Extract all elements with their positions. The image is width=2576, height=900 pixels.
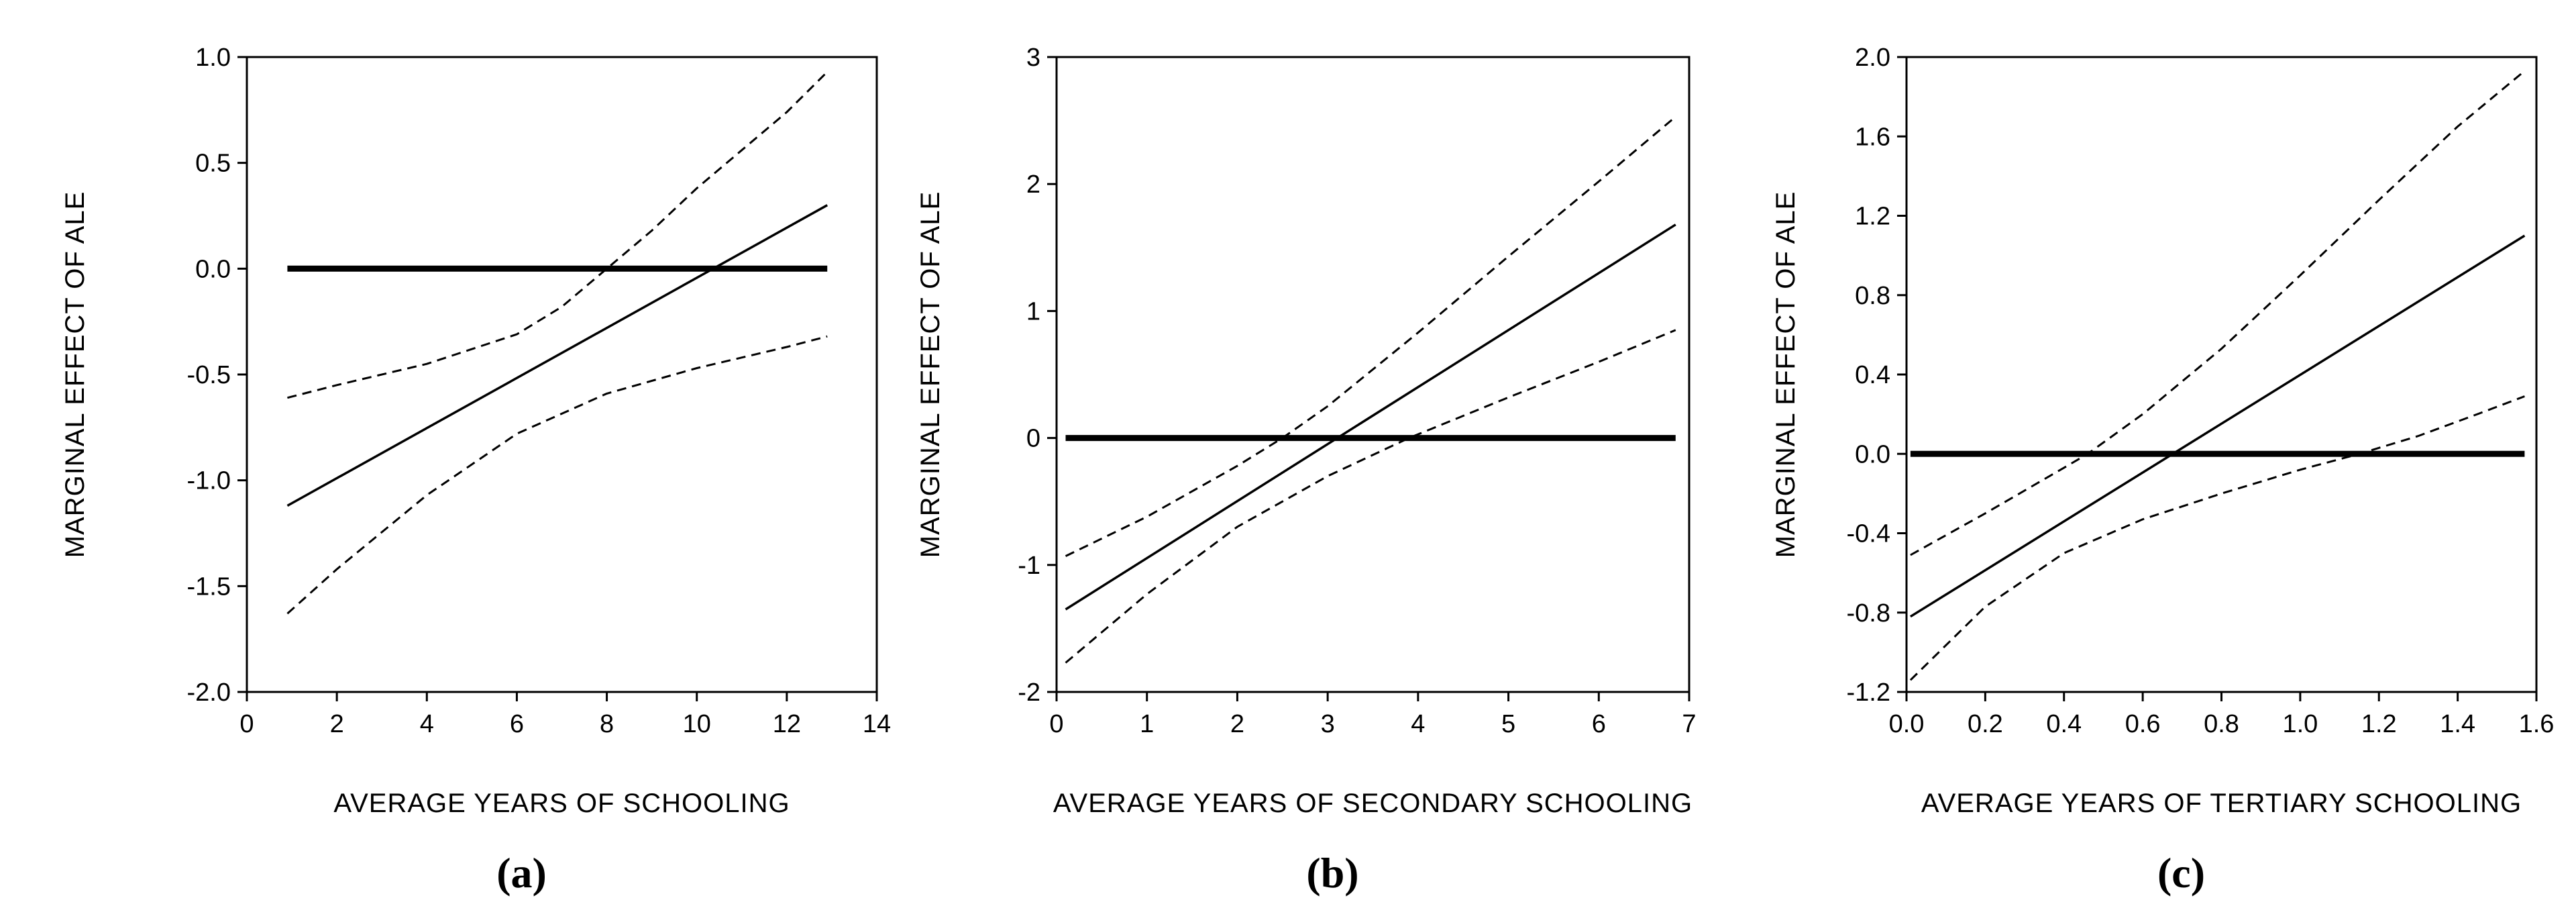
y-tick-label: -1.5 (187, 572, 231, 601)
series-lower-bound-line (1065, 329, 1676, 664)
x-tick-label: 1.4 (2440, 710, 2475, 738)
x-tick-label: 12 (773, 710, 801, 738)
y-tick-label: 0.8 (1855, 282, 1890, 310)
y-tick-label: 0.4 (1855, 361, 1890, 389)
x-tick-label: 14 (863, 710, 891, 738)
x-tick-label: 3 (1321, 710, 1335, 738)
series-lower-bound-line (1909, 395, 2525, 681)
y-tick-label: -1 (1018, 552, 1040, 580)
y-tick-label: -0.5 (187, 361, 231, 389)
series-upper-bound-line (1910, 70, 2526, 556)
panel-a: 0 2 4 6 8 10 12 14 1.0 0.5 0.0 -0.5 -1.0 -1.5 -2.0 MARG… (60, 44, 891, 897)
panel-label: (c) (2157, 849, 2205, 897)
y-tick-label: -1.2 (1847, 679, 1890, 707)
series-marginal-effect-line (1909, 234, 2526, 618)
series-upper-bound-line (1065, 115, 1676, 557)
x-tick-label: 0.0 (1889, 710, 1925, 738)
x-axis-title: AVERAGE YEARS OF TERTIARY SCHOOLING (1921, 789, 2522, 818)
panel-c: 0.0 0.2 0.4 0.6 0.8 1.0 1.2 1.4 1.6 2.0 1.6 1.2 0.8 0… (1771, 44, 2554, 897)
x-tick-label: 4 (420, 710, 434, 738)
y-tick-label: 0 (1026, 425, 1040, 453)
y-tick-label: 1.2 (1855, 203, 1890, 231)
y-tick-label: -2 (1018, 679, 1040, 707)
y-tick-label: 0.0 (195, 255, 231, 283)
panel-label: (b) (1306, 849, 1358, 897)
panel-label: (a) (496, 849, 547, 897)
y-tick-label: 2.0 (1855, 44, 1890, 72)
x-tick-label: 6 (1592, 710, 1606, 738)
plot-frame (1055, 56, 1690, 693)
y-axis-title: MARGINAL EFFECT OF ALE (1771, 191, 1801, 558)
y-axis-title: MARGINAL EFFECT OF ALE (916, 191, 945, 558)
plot-frame (1905, 56, 2538, 693)
y-tick-label: 1.6 (1855, 123, 1890, 151)
y-tick-label: 2 (1026, 170, 1040, 199)
x-tick-label: 1.6 (2519, 710, 2555, 738)
x-axis-title: AVERAGE YEARS OF SECONDARY SCHOOLING (1053, 789, 1693, 818)
y-tick-label: 3 (1026, 44, 1040, 72)
y-tick-label: 0.0 (1855, 440, 1890, 468)
series-upper-bound-line (287, 71, 828, 399)
x-tick-label: 6 (510, 710, 524, 738)
x-tick-label: 2 (330, 710, 344, 738)
y-tick-label: -0.4 (1847, 520, 1890, 548)
y-tick-label: 1 (1026, 297, 1040, 326)
x-tick-label: 1.2 (2361, 710, 2397, 738)
x-tick-label: 10 (683, 710, 711, 738)
x-tick-label: 0.6 (2125, 710, 2161, 738)
x-tick-label: 5 (1501, 710, 1515, 738)
x-tick-label: 0.8 (2204, 710, 2239, 738)
x-axis-title: AVERAGE YEARS OF SCHOOLING (333, 789, 790, 818)
y-axis-title: MARGINAL EFFECT OF ALE (60, 191, 90, 558)
x-tick-label: 0.2 (1968, 710, 2003, 738)
x-tick-label: 2 (1230, 710, 1244, 738)
x-tick-label: 0 (239, 710, 254, 738)
x-tick-label: 0 (1049, 710, 1063, 738)
x-tick-label: 0.4 (2046, 710, 2082, 738)
x-tick-label: 4 (1411, 710, 1425, 738)
y-tick-label: 0.5 (195, 150, 231, 178)
series-marginal-effect-line (1065, 223, 1676, 611)
y-tick-label: -1.0 (187, 467, 231, 495)
panel-b: 0 1 2 3 4 5 6 7 3 2 1 0 -1 -2 MARGINAL EFFECT OF ALE AV… (916, 44, 1697, 897)
x-tick-label: 1.0 (2282, 710, 2318, 738)
y-tick-label: 1.0 (195, 44, 231, 72)
x-tick-label: 8 (600, 710, 614, 738)
plot-frame (246, 56, 878, 693)
x-tick-label: 1 (1140, 710, 1154, 738)
x-tick-label: 7 (1682, 710, 1696, 738)
y-tick-label: -2.0 (187, 679, 231, 707)
series-lower-bound-line (286, 335, 828, 615)
series-marginal-effect-line (286, 204, 828, 507)
y-tick-label: -0.8 (1847, 599, 1890, 628)
